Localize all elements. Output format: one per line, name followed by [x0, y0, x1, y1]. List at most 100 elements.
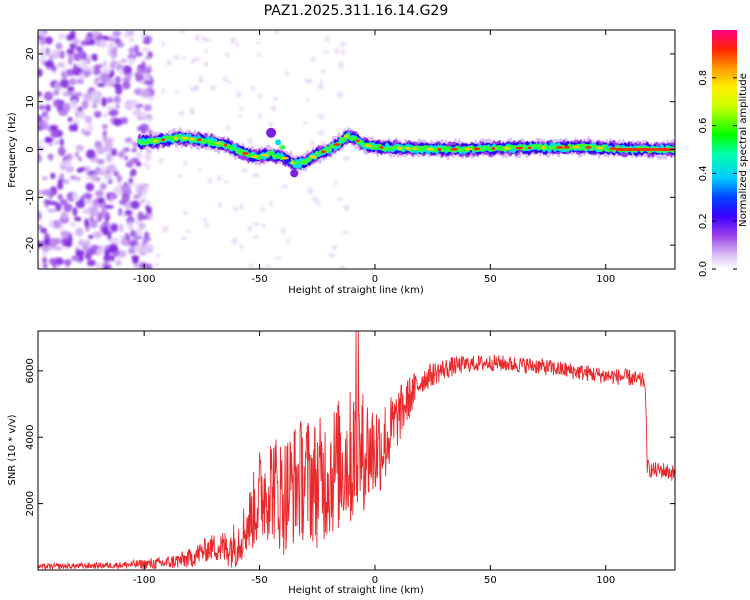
heatmap-cell	[39, 40, 46, 45]
spectrogram-xtick-label: -100	[133, 274, 156, 285]
heatmap-cell	[122, 65, 132, 74]
heatmap-cell	[83, 92, 92, 102]
heatmap-cell	[527, 146, 532, 150]
heatmap-cell	[48, 153, 53, 162]
heatmap-cell	[81, 100, 89, 110]
heatmap-cell	[336, 197, 344, 201]
heatmap-cell	[135, 161, 142, 167]
heatmap-cell	[275, 30, 280, 35]
heatmap-cell	[236, 90, 242, 98]
heatmap-cell	[142, 162, 150, 167]
heatmap-cell	[51, 219, 62, 229]
heatmap-cell	[96, 145, 106, 155]
heatmap-cell	[134, 243, 145, 254]
heatmap-cell	[57, 146, 66, 157]
heatmap-cell	[53, 246, 63, 251]
heatmap-cell	[147, 95, 155, 102]
heatmap-cell	[84, 115, 93, 124]
heatmap-cell	[123, 103, 131, 109]
heatmap-cell	[137, 211, 144, 222]
heatmap-cell	[120, 234, 126, 239]
heatmap-cell	[595, 146, 604, 150]
heatmap-cell	[146, 263, 153, 269]
heatmap-cell	[405, 146, 411, 150]
heatmap-cell	[137, 69, 144, 75]
heatmap-cell	[116, 41, 125, 48]
heatmap-cell	[143, 104, 152, 112]
heatmap-cell	[90, 66, 95, 73]
spectrogram-xlabel: Height of straight line (km)	[288, 285, 424, 296]
heatmap-cell	[615, 148, 620, 151]
heatmap-cell	[251, 85, 255, 92]
heatmap-cell	[541, 146, 546, 150]
heatmap-cell	[97, 197, 105, 204]
heatmap-cell	[290, 161, 295, 165]
heatmap-cell	[209, 85, 217, 91]
heatmap-cell	[322, 50, 330, 54]
heatmap-cell	[307, 157, 312, 162]
heatmap-cell	[109, 61, 117, 69]
heatmap-cell	[328, 253, 335, 258]
heatmap-cell	[60, 50, 65, 60]
snr-ytick-label: 6000	[25, 358, 36, 383]
heatmap-cell	[103, 172, 113, 181]
heatmap-cell	[42, 263, 48, 269]
snr-xtick-label: 0	[372, 575, 378, 586]
heatmap-cell	[168, 135, 174, 140]
heatmap-cell	[153, 263, 160, 267]
heatmap-cell	[324, 36, 331, 42]
heatmap-cell	[127, 181, 135, 187]
heatmap-cell	[578, 146, 584, 151]
heatmap-cell	[153, 139, 158, 143]
heatmap-cell	[57, 109, 68, 116]
heatmap-cell	[133, 44, 139, 54]
heatmap-cell	[106, 49, 111, 56]
heatmap-cell	[45, 104, 51, 112]
heatmap-cell	[90, 89, 100, 100]
heatmap-cell	[63, 178, 70, 185]
heatmap-cell	[251, 155, 258, 158]
heatmap-cell	[62, 159, 73, 167]
heatmap-cell	[340, 265, 346, 269]
heatmap-cell	[48, 237, 59, 248]
heatmap-cell	[333, 48, 340, 54]
heatmap-cell	[86, 259, 97, 267]
heatmap-cell	[281, 184, 289, 189]
heatmap-cell	[201, 36, 207, 42]
heatmap-cell	[343, 204, 350, 212]
heatmap-cell	[84, 199, 93, 205]
heatmap-cell	[106, 77, 115, 88]
heatmap-cell	[233, 147, 238, 151]
heatmap-cell	[318, 130, 324, 136]
heatmap-cell	[274, 256, 281, 260]
heatmap-cell	[106, 97, 114, 103]
heatmap-cell	[78, 113, 87, 120]
heatmap-cell	[111, 151, 118, 156]
heatmap-cell	[629, 148, 634, 151]
colorbar-ticks: 0.0 0.2 0.4 0.6 0.8	[698, 70, 737, 277]
heatmap-cell	[631, 148, 636, 151]
heatmap-cell	[651, 148, 656, 151]
heatmap-cell	[112, 83, 122, 88]
heatmap-cell	[260, 206, 265, 213]
heatmap-cell	[48, 220, 55, 228]
heatmap-cell	[148, 63, 152, 68]
heatmap-cell	[107, 42, 116, 51]
heatmap-cell	[92, 231, 103, 239]
heatmap-cell	[110, 49, 118, 60]
heatmap-cell	[128, 177, 133, 184]
heatmap-layer	[38, 30, 675, 269]
heatmap-cell	[642, 148, 647, 151]
snr-xlabel: Height of straight line (km)	[288, 585, 424, 596]
heatmap-cell	[290, 169, 299, 178]
heatmap-cell	[38, 240, 43, 249]
heatmap-cell	[626, 148, 631, 151]
heatmap-cell	[75, 199, 86, 209]
heatmap-cell	[72, 123, 78, 132]
heatmap-cell	[340, 49, 346, 55]
heatmap-cell	[108, 243, 118, 252]
spectrogram-xtick-label: 50	[484, 274, 497, 285]
spectrogram-xtick-label: 100	[596, 274, 615, 285]
